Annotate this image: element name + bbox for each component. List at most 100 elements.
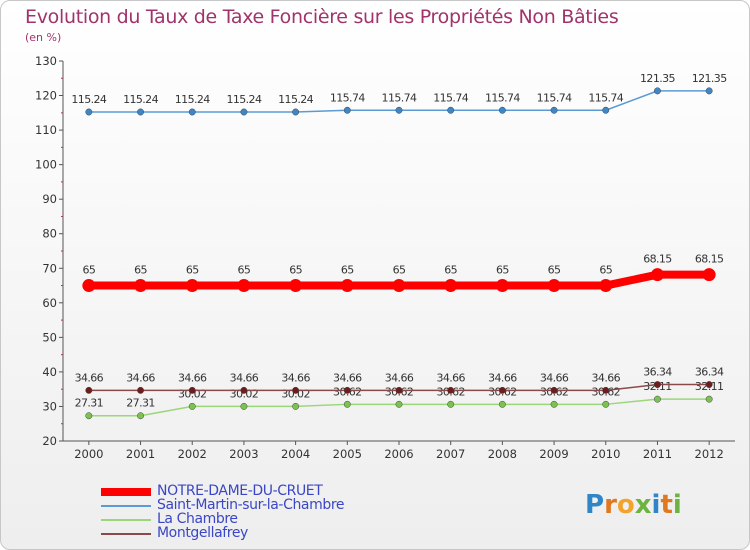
x-tick-label: 2012 — [695, 447, 724, 461]
y-tick-label: 40 — [42, 365, 57, 379]
data-label: 65 — [186, 264, 199, 277]
legend-label: NOTRE-DAME-DU-CRUET — [157, 483, 323, 499]
legend-swatch — [101, 505, 151, 507]
data-point — [343, 106, 351, 114]
data-label: 115.74 — [588, 91, 623, 104]
data-point — [495, 279, 509, 293]
data-label: 65 — [393, 264, 406, 277]
data-label: 65 — [238, 264, 251, 277]
logo-letter: x — [634, 490, 652, 520]
data-point — [602, 400, 610, 408]
data-point — [292, 386, 300, 394]
y-tick-label: 80 — [42, 227, 57, 241]
series-la-chambre: 27.3127.3130.0230.0230.0230.6230.6230.62… — [75, 380, 724, 420]
data-point — [447, 400, 455, 408]
data-point — [498, 400, 506, 408]
data-point — [447, 386, 455, 394]
data-label: 65 — [134, 264, 147, 277]
data-label: 65 — [496, 264, 509, 277]
data-point — [550, 400, 558, 408]
logo-letter: P — [585, 490, 605, 520]
data-point — [85, 386, 93, 394]
data-point — [343, 400, 351, 408]
x-tick-label: 2007 — [436, 447, 465, 461]
series-montgellafrey: 34.66 34.66 34.66 34.66 34.66 34.66 34.66 34.66… — [75, 366, 725, 394]
y-tick-label: 130 — [35, 54, 57, 68]
data-point — [702, 268, 716, 282]
data-point — [85, 412, 93, 420]
data-point — [705, 381, 713, 389]
y-tick-label: 110 — [35, 123, 57, 137]
unit-label: (en %) — [25, 31, 62, 44]
x-tick-label: 2001 — [126, 447, 155, 461]
x-tick-label: 2006 — [384, 447, 413, 461]
legend-swatch — [101, 533, 151, 535]
data-label: 121.35 — [692, 72, 727, 85]
data-label: 27.31 — [126, 397, 155, 410]
y-tick-label: 20 — [42, 434, 57, 448]
x-tick-label: 2008 — [488, 447, 517, 461]
legend-swatch — [101, 488, 151, 496]
data-point — [602, 386, 610, 394]
data-point — [654, 381, 661, 389]
legend-label: Saint-Martin-sur-la-Chambre — [157, 497, 345, 513]
data-label: 115.74 — [433, 91, 468, 104]
data-point — [395, 106, 403, 114]
logo-letter: i — [672, 490, 682, 520]
data-label: 65 — [341, 264, 354, 277]
data-point — [340, 279, 354, 293]
chart-title: Evolution du Taux de Taxe Foncière sur l… — [25, 6, 619, 28]
data-point — [289, 279, 303, 293]
data-point — [82, 279, 96, 293]
data-point — [654, 87, 661, 95]
data-label: 115.74 — [537, 91, 572, 104]
data-label: 34.66 — [592, 371, 621, 384]
data-point — [240, 402, 248, 410]
data-point — [240, 386, 248, 394]
x-tick-label: 2000 — [74, 447, 103, 461]
data-label: 34.66 — [333, 371, 362, 384]
data-label: 115.74 — [485, 91, 520, 104]
data-point — [547, 279, 561, 293]
legend-label: La Chambre — [157, 511, 238, 527]
data-point — [498, 106, 506, 114]
logo-letter: t — [660, 490, 673, 520]
logo-letter: o — [616, 490, 635, 520]
data-point — [188, 108, 196, 116]
data-point — [343, 386, 351, 394]
logo-letter: r — [604, 490, 617, 520]
data-point — [550, 106, 558, 114]
data-point — [137, 412, 144, 420]
series-saint-martin-sur-la-chambre: 115.24 115.24 115.24 115.24 115.24 115.74 115.… — [71, 72, 728, 116]
data-point — [134, 279, 148, 293]
data-point — [137, 108, 144, 116]
data-label: 34.66 — [281, 371, 310, 384]
data-point — [654, 395, 661, 403]
data-point — [292, 402, 300, 410]
data-point — [240, 108, 248, 116]
logo-letter: i — [651, 490, 661, 520]
data-point — [85, 108, 93, 116]
data-label: 34.66 — [178, 371, 207, 384]
data-point — [188, 386, 196, 394]
data-label: 115.74 — [382, 91, 417, 104]
data-point — [185, 279, 199, 293]
x-tick-label: 2003 — [229, 447, 258, 461]
data-label: 34.66 — [540, 371, 569, 384]
data-point — [395, 400, 403, 408]
data-label: 115.24 — [278, 93, 313, 106]
data-label: 65 — [599, 264, 612, 277]
data-point — [650, 268, 664, 282]
y-tick-label: 100 — [35, 158, 57, 172]
data-label: 36.34 — [643, 366, 672, 379]
data-point — [705, 87, 713, 95]
data-point — [447, 106, 455, 114]
proxiti-logo: Proxiti — [585, 490, 682, 520]
data-label: 65 — [548, 264, 561, 277]
data-label: 115.24 — [175, 93, 210, 106]
data-point — [395, 386, 403, 394]
y-tick-label: 30 — [42, 399, 57, 413]
data-point — [498, 386, 506, 394]
